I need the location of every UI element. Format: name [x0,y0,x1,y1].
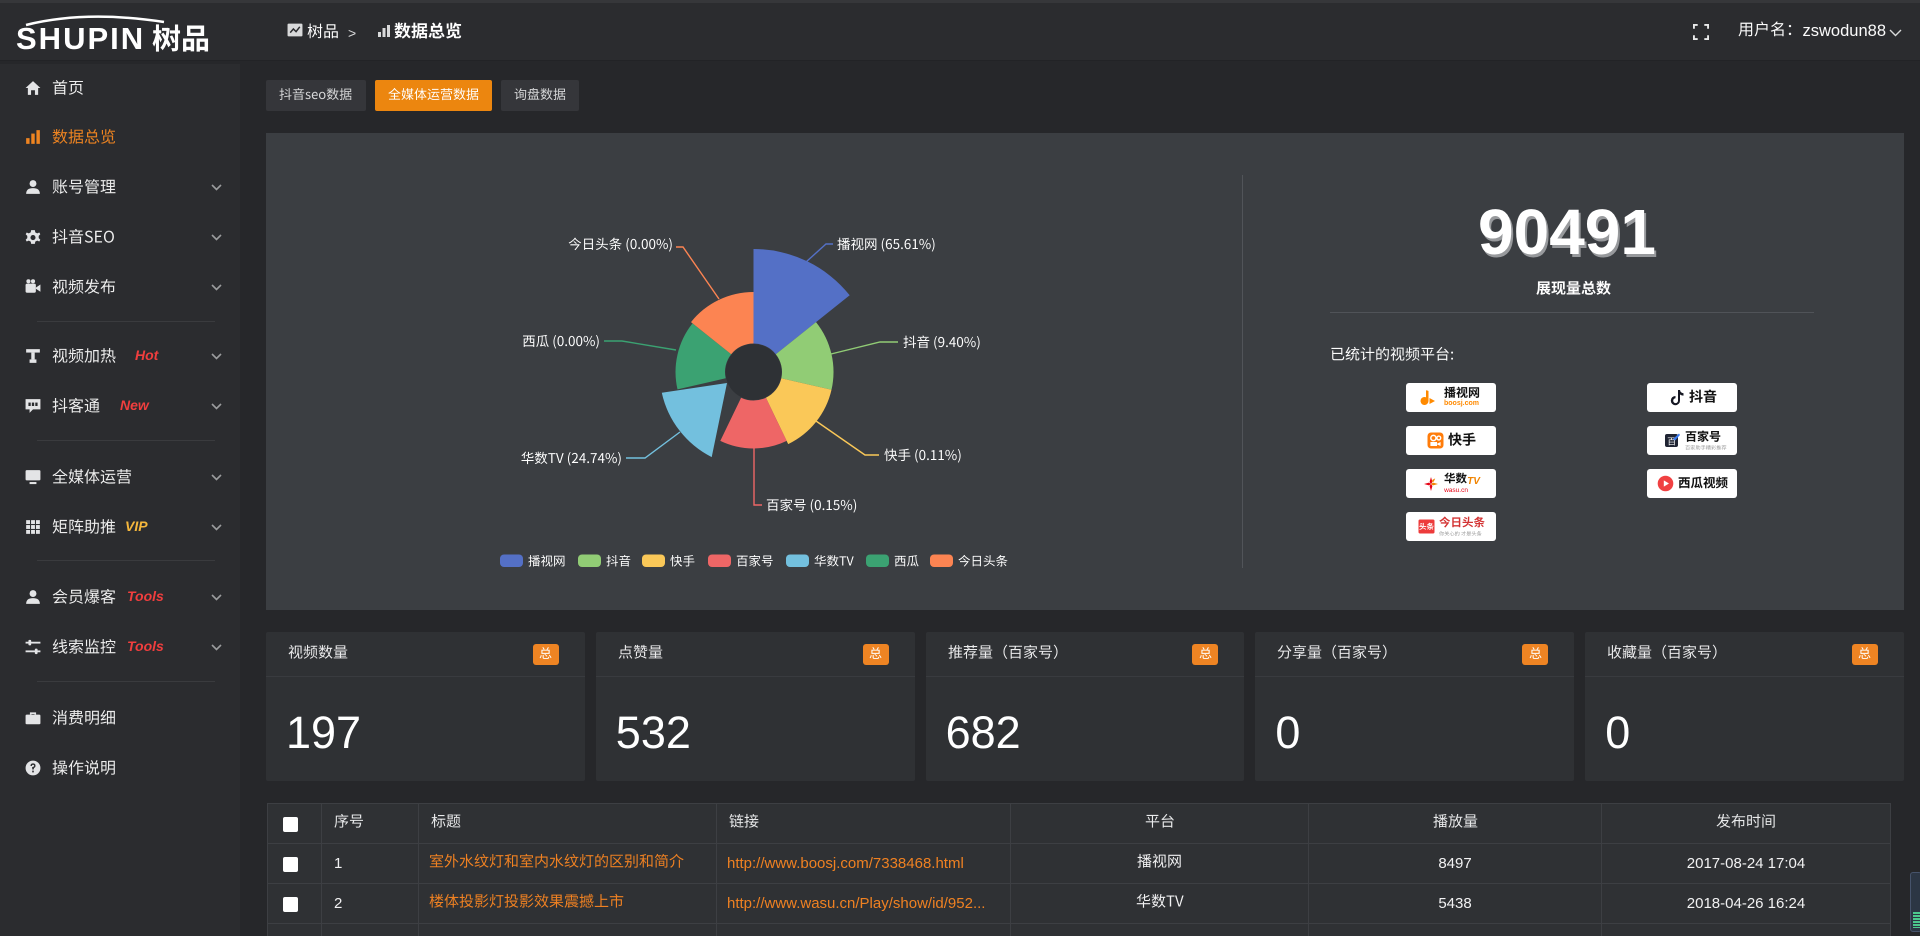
svg-text:SHUPIN: SHUPIN [16,21,145,56]
